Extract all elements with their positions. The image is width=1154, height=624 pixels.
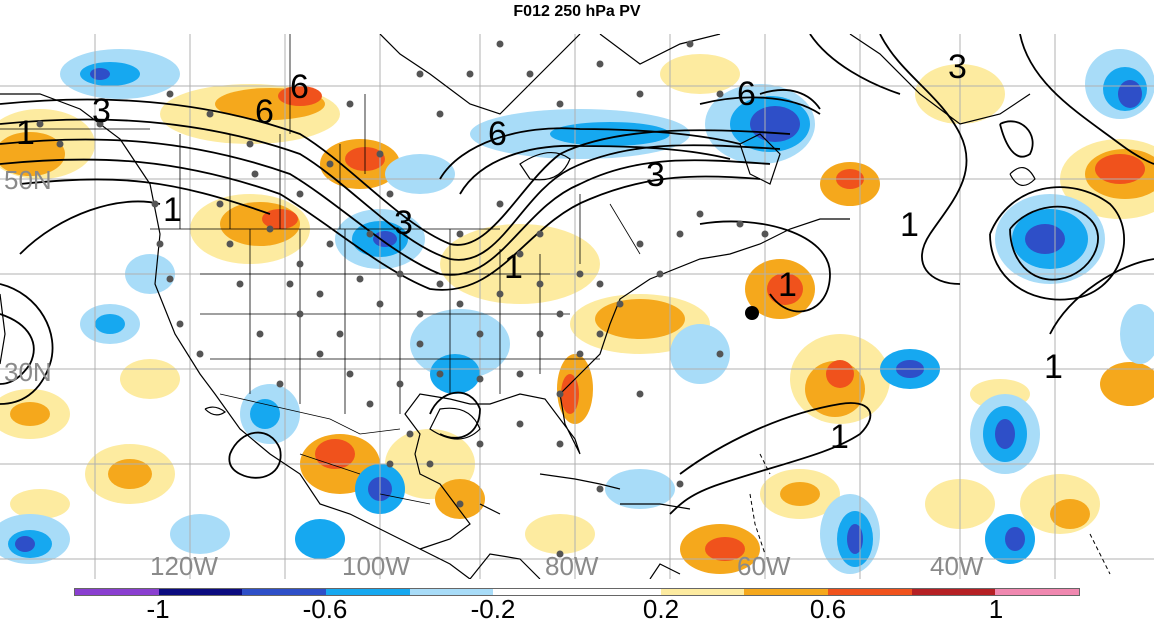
colorbar-swatch xyxy=(326,589,410,595)
negative-anomalies xyxy=(0,49,1154,574)
contour-label: 1 xyxy=(900,206,919,244)
contour-label: 6 xyxy=(488,115,507,153)
lon-label: 40W xyxy=(930,551,984,581)
lon-label: 80W xyxy=(545,551,599,581)
observation-stations xyxy=(36,40,769,558)
island-outlines xyxy=(749,453,1111,575)
contour-label: 3 xyxy=(92,92,111,130)
colorbar-swatch xyxy=(158,589,243,595)
colorbar-swatch xyxy=(493,589,578,595)
colorbar-tick-label: -0.2 xyxy=(470,594,516,624)
map-panel xyxy=(0,34,1154,579)
colorbar-swatch xyxy=(75,589,159,595)
contour-label: 1 xyxy=(16,114,35,152)
colorbar-tick-label: -0.6 xyxy=(302,594,348,624)
colorbar-swatch xyxy=(409,589,494,595)
contour-label: 3 xyxy=(646,156,665,194)
contour-label: 6 xyxy=(737,75,756,113)
lat-label: 30N xyxy=(4,357,52,387)
lon-label: 120W xyxy=(150,551,218,581)
contour-label: 1 xyxy=(504,248,523,286)
map-title: F012 250 hPa PV xyxy=(513,3,641,20)
lat-lon-grid xyxy=(0,34,1154,579)
contour-label: 6 xyxy=(290,68,309,106)
lon-label: 60W xyxy=(737,551,791,581)
colorbar-swatch xyxy=(744,589,829,595)
colorbar-swatch xyxy=(911,589,996,595)
colorbar-swatch xyxy=(828,589,912,595)
colorbar-tick-label: 0.6 xyxy=(809,594,847,624)
contour-label: 3 xyxy=(394,204,413,242)
contour-label: 3 xyxy=(948,48,967,86)
colorbar-swatch xyxy=(660,589,745,595)
contour-label: 6 xyxy=(255,93,274,131)
colorbar-swatch xyxy=(242,589,327,595)
coastlines xyxy=(0,34,1036,579)
contour-label: 1 xyxy=(830,418,849,456)
lon-label: 100W xyxy=(342,551,410,581)
colorbar xyxy=(74,588,1080,596)
contour-label: 1 xyxy=(163,191,182,229)
pv-contours xyxy=(0,34,1154,515)
colorbar-tick-label: -1 xyxy=(146,594,170,624)
marker-dot xyxy=(745,306,759,320)
contour-label: 1 xyxy=(778,266,797,304)
pv-anomaly-map xyxy=(0,34,1154,579)
colorbar-swatch xyxy=(577,589,661,595)
colorbar-swatch xyxy=(995,589,1080,595)
contour-label: 1 xyxy=(1044,348,1063,386)
lat-label: 50N xyxy=(4,165,52,195)
colorbar-tick-label: 0.2 xyxy=(642,594,680,624)
colorbar-tick-label: 1 xyxy=(988,594,1004,624)
